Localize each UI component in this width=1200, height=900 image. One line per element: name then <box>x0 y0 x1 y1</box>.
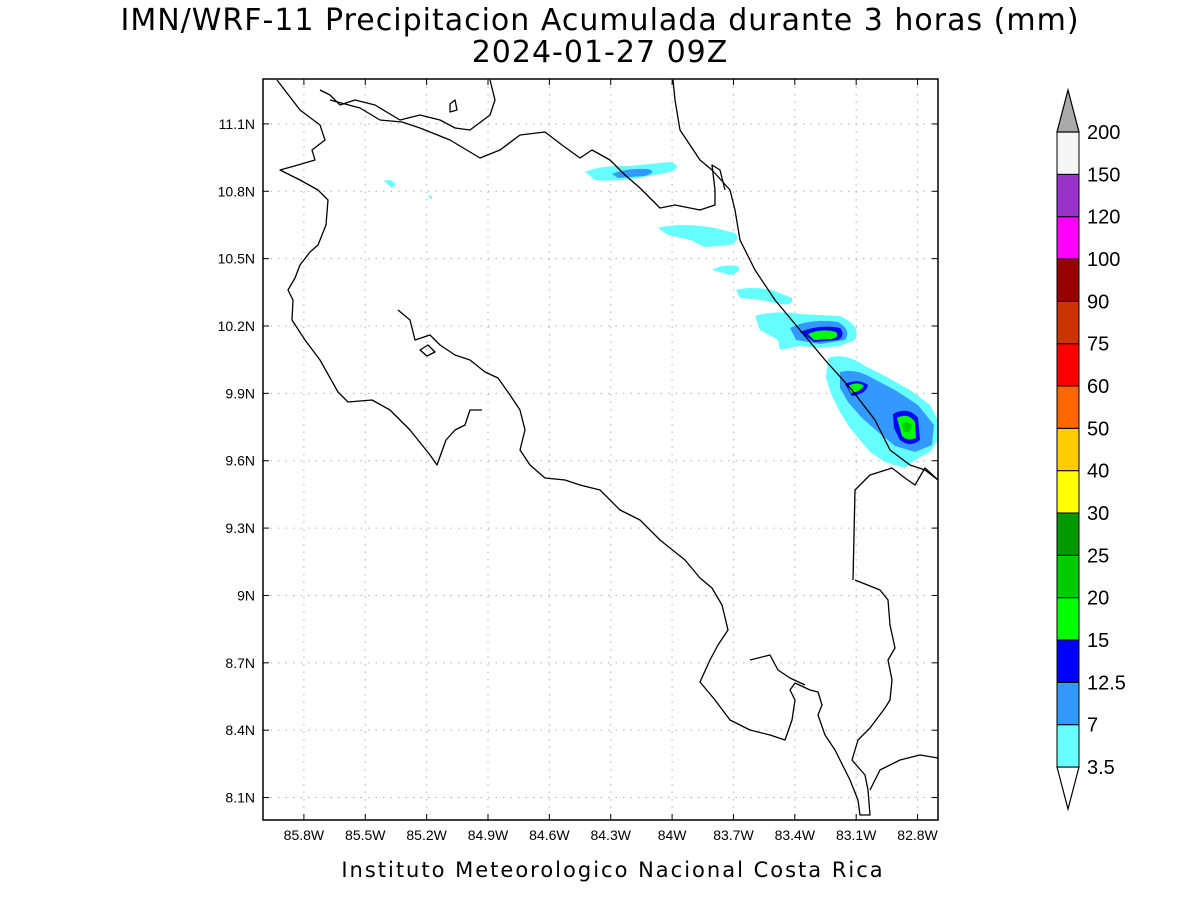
lon-tick-label: 83.7W <box>713 827 754 843</box>
colorbar-level-label: 200 <box>1087 122 1120 144</box>
lon-tick-label: 85.2W <box>406 827 447 843</box>
lon-tick-label: 82.8W <box>897 827 938 843</box>
map-title: IMN/WRF-11 Precipitacion Acumulada duran… <box>120 3 1079 38</box>
coastline-pacific-northwest <box>276 79 482 466</box>
colorbar-box <box>1056 639 1080 683</box>
lat-tick-label: 8.7N <box>225 655 255 671</box>
precip-area-speck-2 <box>428 195 432 200</box>
colorbar-box <box>1056 385 1080 429</box>
colorbar-level-label: 75 <box>1087 334 1109 356</box>
lon-tick-label: 84W <box>658 827 688 843</box>
map-frame: 85.8W 85.5W 85.2W 84.9W 84.6W 84.3W 84W 83.7W 83… <box>218 78 939 843</box>
coastline-island <box>449 99 458 113</box>
colorbar-level-label: 30 <box>1087 503 1109 525</box>
colorbar-box <box>1056 724 1080 768</box>
colorbar-lower-arrow <box>1056 766 1080 812</box>
coastline-east <box>672 79 939 481</box>
colorbar-level-label: 25 <box>1087 545 1109 567</box>
lon-tick-label: 84.6W <box>529 827 570 843</box>
map-border <box>262 78 939 821</box>
precip-area-north-core <box>612 168 653 178</box>
precip-area-band-1 <box>658 225 738 247</box>
colorbar-box <box>1056 597 1080 641</box>
colorbar-box <box>1056 470 1080 514</box>
lon-tick-label: 84.3W <box>590 827 631 843</box>
border-panama <box>852 467 939 581</box>
lat-tick-label: 9.6N <box>225 453 255 469</box>
colorbar-box <box>1056 173 1080 218</box>
colorbar-box <box>1056 131 1080 175</box>
colorbar-box <box>1056 216 1080 260</box>
colorbar-level-label: 20 <box>1087 588 1109 610</box>
gridlines <box>263 79 938 820</box>
colorbar-upper-arrow <box>1056 87 1080 133</box>
footer-credit: Instituto Meteorologico Nacional Costa R… <box>341 858 884 882</box>
colorbar-box <box>1056 343 1080 387</box>
precip-area-band-3 <box>736 288 793 305</box>
lat-tick-label: 8.1N <box>225 790 255 806</box>
precip-area-southeast-peak <box>902 422 912 433</box>
lat-tick-label: 11.1N <box>219 116 255 132</box>
lat-tick-label: 10.5N <box>218 251 255 267</box>
coastline-caribbean <box>319 79 496 131</box>
lat-tick-label: 9.3N <box>225 520 255 536</box>
colorbar-level-label: 7 <box>1087 715 1098 737</box>
lon-tick-label: 83.4W <box>775 827 816 843</box>
lat-tick-label: 9.9N <box>225 385 255 401</box>
lon-tick-label: 83.1W <box>836 827 877 843</box>
coastline-gulf-nicoya <box>397 309 896 816</box>
precip-area-band-2 <box>712 265 739 275</box>
colorbar-level-label: 120 <box>1087 207 1120 229</box>
colorbar-level-label: 15 <box>1087 630 1109 652</box>
colorbar-level-label: 40 <box>1087 461 1109 483</box>
lon-tick-label: 84.9W <box>468 827 509 843</box>
colorbar-box <box>1056 554 1080 599</box>
lat-tick-label: 10.8N <box>218 183 255 199</box>
colorbar-box <box>1056 681 1080 726</box>
colorbar-level-label: 12.5 <box>1087 672 1126 694</box>
coastline-osa <box>749 654 806 686</box>
lat-tick-label: 10.2N <box>218 318 255 334</box>
colorbar-box <box>1056 300 1080 345</box>
colorbar-level-label: 100 <box>1087 249 1120 271</box>
colorbar-level-label: 150 <box>1087 164 1120 186</box>
colorbar-level-label: 50 <box>1087 418 1109 440</box>
map-subtitle: 2024-01-27 09Z <box>472 35 729 70</box>
precip-area-speck-1 <box>384 180 396 188</box>
colorbar: 3.5 7 12.5 15 20 25 30 40 50 60 75 90 100 120 150 200 <box>1056 87 1126 812</box>
axis-ticks: 85.8W 85.5W 85.2W 84.9W 84.6W 84.3W 84W 83.7W 83… <box>218 79 939 843</box>
colorbar-level-label: 90 <box>1087 291 1109 313</box>
lon-tick-label: 85.5W <box>345 827 386 843</box>
colorbar-box <box>1056 258 1080 302</box>
colorbar-box <box>1056 427 1080 472</box>
coastline-nicoya-bay <box>419 344 436 357</box>
precipitation-shading <box>384 162 938 468</box>
colorbar-level-label: 60 <box>1087 376 1109 398</box>
lat-tick-label: 8.4N <box>225 722 255 738</box>
coastline-panama <box>869 754 939 791</box>
colorbar-level-label: 3.5 <box>1087 757 1115 779</box>
coastline <box>276 79 939 816</box>
colorbar-box <box>1056 512 1080 556</box>
lon-tick-label: 85.8W <box>284 827 325 843</box>
lat-tick-label: 9N <box>237 587 255 603</box>
border-nicaragua <box>329 99 726 211</box>
precip-area-band-4-core <box>808 330 838 340</box>
